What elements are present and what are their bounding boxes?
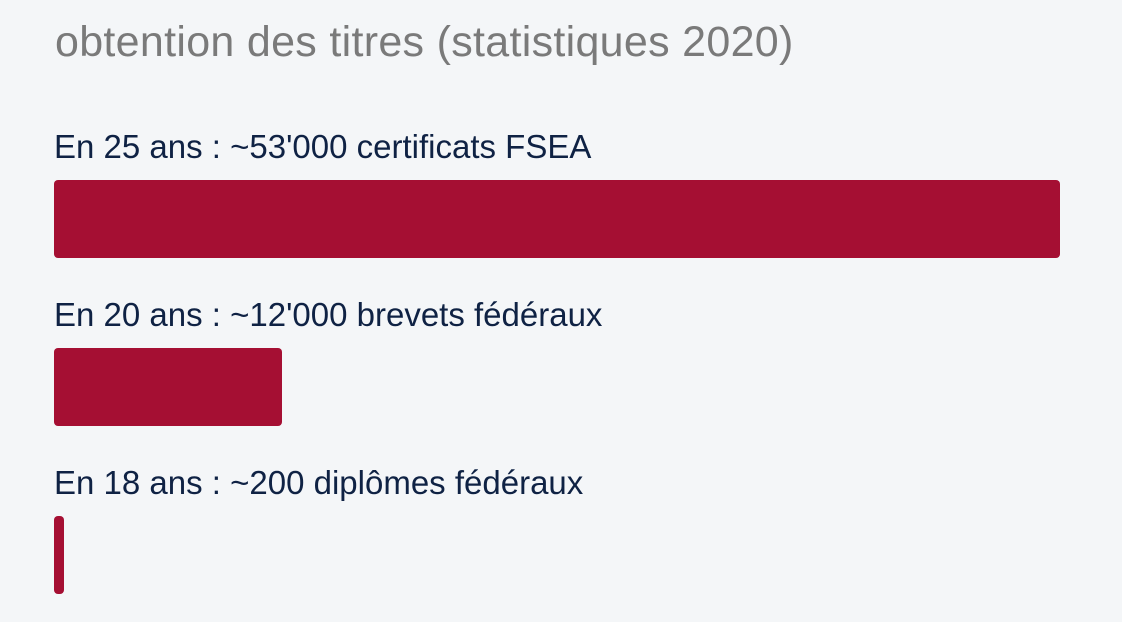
bar-track-brevets xyxy=(54,348,1060,426)
bar-brevets xyxy=(54,348,282,426)
bar-diplomes xyxy=(54,516,64,594)
chart-title: obtention des titres (statistiques 2020) xyxy=(55,18,794,66)
bar-track-diplomes xyxy=(54,516,1060,594)
bar-track-certificats xyxy=(54,180,1060,258)
bar-row-certificats: En 25 ans : ~53'000 certificats FSEA xyxy=(54,127,1060,258)
bar-label-brevets: En 20 ans : ~12'000 brevets fédéraux xyxy=(54,296,603,333)
bar-label-certificats: En 25 ans : ~53'000 certificats FSEA xyxy=(54,128,592,165)
bar-certificats xyxy=(54,180,1060,258)
bar-row-diplomes: En 18 ans : ~200 diplômes fédéraux xyxy=(54,463,1060,594)
bar-label-diplomes: En 18 ans : ~200 diplômes fédéraux xyxy=(54,464,584,501)
bar-row-brevets: En 20 ans : ~12'000 brevets fédéraux xyxy=(54,295,1060,426)
